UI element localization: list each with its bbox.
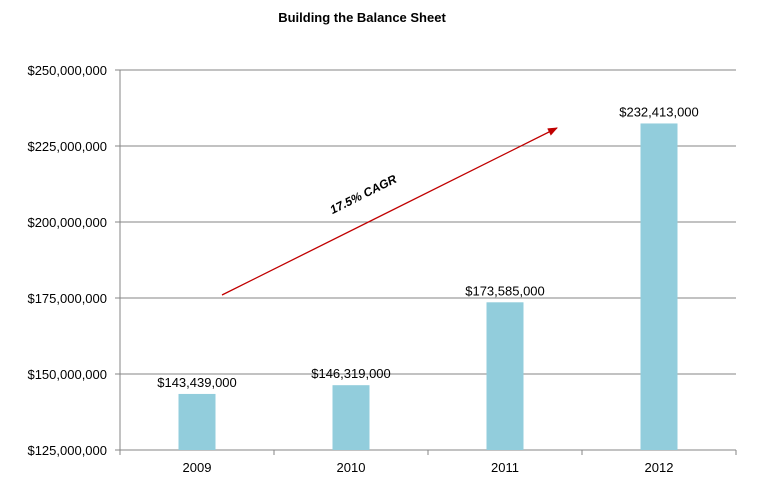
x-axis-tick-labels: 2009 2010 2011 2012: [183, 460, 674, 475]
chart-title: Building the Balance Sheet: [278, 10, 446, 25]
y-tick-label: $250,000,000: [27, 63, 107, 78]
x-tick-label-2012: 2012: [645, 460, 674, 475]
bar-2010: [332, 385, 370, 450]
bar-2009: [178, 393, 216, 450]
data-label-2009: $143,439,000: [157, 375, 237, 390]
x-tick-label-2010: 2010: [337, 460, 366, 475]
y-tick-label: $225,000,000: [27, 139, 107, 154]
y-axis-tick-labels: $125,000,000 $150,000,000 $175,000,000 $200…: [27, 63, 107, 458]
bar-2012: [640, 123, 678, 450]
data-label-2012: $232,413,000: [619, 104, 699, 119]
y-tick-label: $150,000,000: [27, 367, 107, 382]
axes: [119, 70, 737, 455]
data-labels: $143,439,000 $146,319,000 $173,585,000 $232…: [157, 104, 699, 389]
bar-2011: [486, 302, 524, 450]
y-tick-label: $175,000,000: [27, 291, 107, 306]
data-label-2010: $146,319,000: [311, 366, 391, 381]
bars: [178, 123, 678, 450]
x-tick-label-2011: 2011: [491, 460, 519, 475]
x-tick-label-2009: 2009: [183, 460, 212, 475]
y-tick-label: $125,000,000: [27, 443, 107, 458]
cagr-annotation: 17.5% CAGR: [328, 172, 400, 217]
data-label-2011: $173,585,000: [465, 283, 545, 298]
gridlines: [115, 69, 736, 451]
cagr-arrow: [221, 127, 558, 296]
y-tick-label: $200,000,000: [27, 215, 107, 230]
